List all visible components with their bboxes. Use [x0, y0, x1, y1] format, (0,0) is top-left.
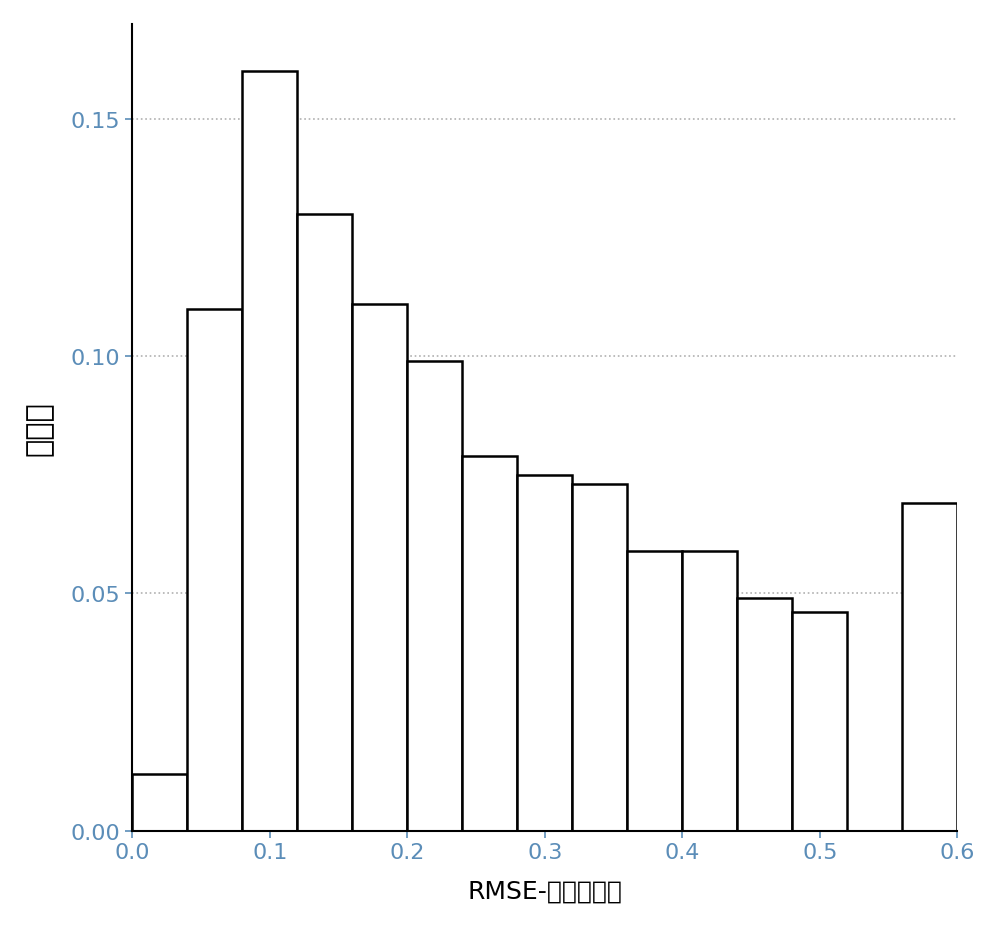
Bar	[242, 72, 297, 831]
Bar	[902, 504, 957, 831]
Bar	[627, 551, 682, 831]
Bar	[682, 551, 737, 831]
Bar	[407, 361, 462, 831]
Bar	[132, 774, 187, 831]
Bar	[737, 599, 792, 831]
Bar	[572, 484, 627, 831]
Y-axis label: 百分比: 百分比	[25, 401, 54, 455]
Bar	[297, 214, 352, 831]
Bar	[187, 309, 242, 831]
X-axis label: RMSE-负离子模式: RMSE-负离子模式	[467, 879, 622, 903]
Bar	[792, 612, 847, 831]
Bar	[462, 457, 517, 831]
Bar	[352, 304, 407, 831]
Bar	[517, 475, 572, 831]
